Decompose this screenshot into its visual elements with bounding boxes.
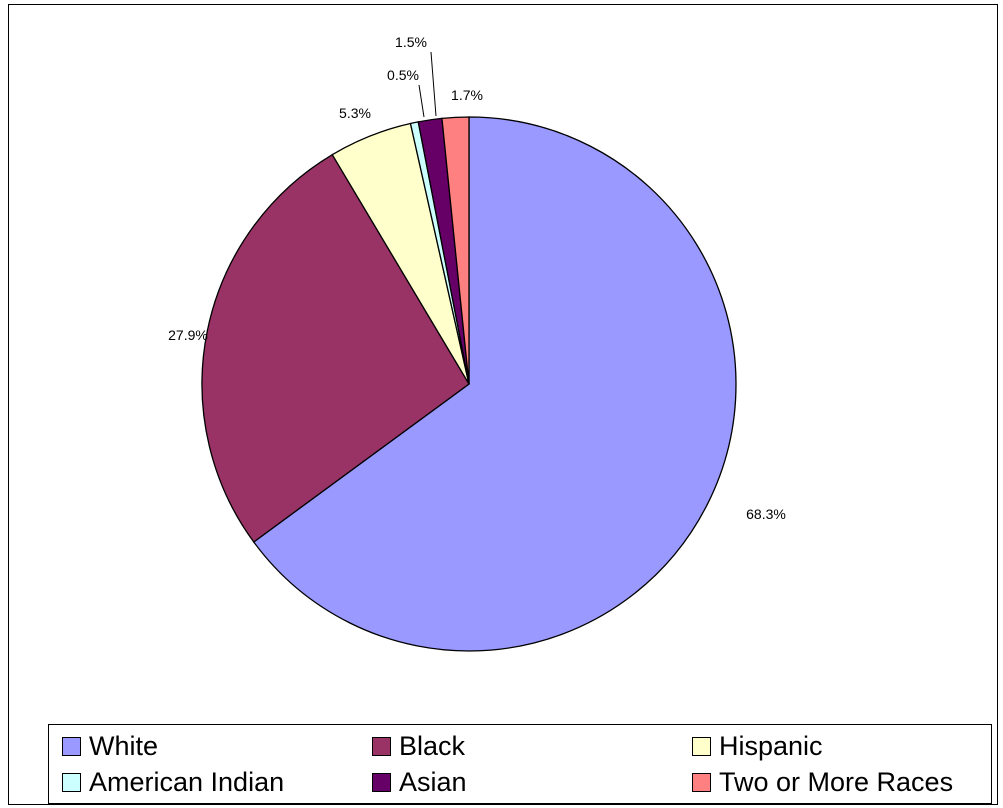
- data-label-white: 68.3%: [746, 506, 786, 522]
- leader-line-american-indian: [418, 84, 425, 118]
- legend-swatch-white: [62, 736, 81, 756]
- data-label-hispanic: 5.3%: [339, 105, 371, 121]
- pie-slice-white: [252, 116, 737, 652]
- pie-slice-two-or-more-races: [441, 116, 470, 385]
- legend-item-black: Black: [372, 729, 465, 763]
- legend-item-american-indian: American Indian: [62, 765, 284, 799]
- legend-label-black: Black: [399, 730, 466, 761]
- legend-label-american-indian: American Indian: [89, 766, 285, 797]
- legend-swatch-american-indian: [62, 772, 81, 792]
- legend-swatch-hispanic: [692, 736, 711, 756]
- pie-chart: 68.3% 27.9% 5.3% 0.5% 1.5% 1.7%: [168, 34, 786, 652]
- legend-swatch-black: [372, 736, 391, 756]
- data-label-two-or-more-races: 1.7%: [451, 87, 483, 103]
- data-label-black: 27.9%: [168, 327, 208, 343]
- chart-area: 68.3% 27.9% 5.3% 0.5% 1.5% 1.7%: [8, 4, 998, 805]
- legend-item-asian: Asian: [372, 765, 467, 799]
- legend-item-two-or-more-races: Two or More Races: [692, 765, 953, 799]
- legend-label-asian: Asian: [399, 766, 467, 797]
- legend-swatch-asian: [372, 772, 391, 792]
- legend-label-two-or-more-races: Two or More Races: [719, 766, 954, 797]
- leader-line-asian: [430, 51, 437, 117]
- data-label-american-indian: 0.5%: [387, 67, 419, 83]
- legend-label-white: White: [89, 730, 159, 761]
- legend: White Black Hispanic American Indian Asi…: [48, 724, 992, 804]
- legend-label-hispanic: Hispanic: [719, 730, 823, 761]
- data-label-asian: 1.5%: [395, 34, 427, 50]
- legend-swatch-two-or-more-races: [692, 772, 711, 792]
- legend-item-hispanic: Hispanic: [692, 729, 823, 763]
- legend-item-white: White: [62, 729, 158, 763]
- pie-slice-black: [201, 153, 470, 543]
